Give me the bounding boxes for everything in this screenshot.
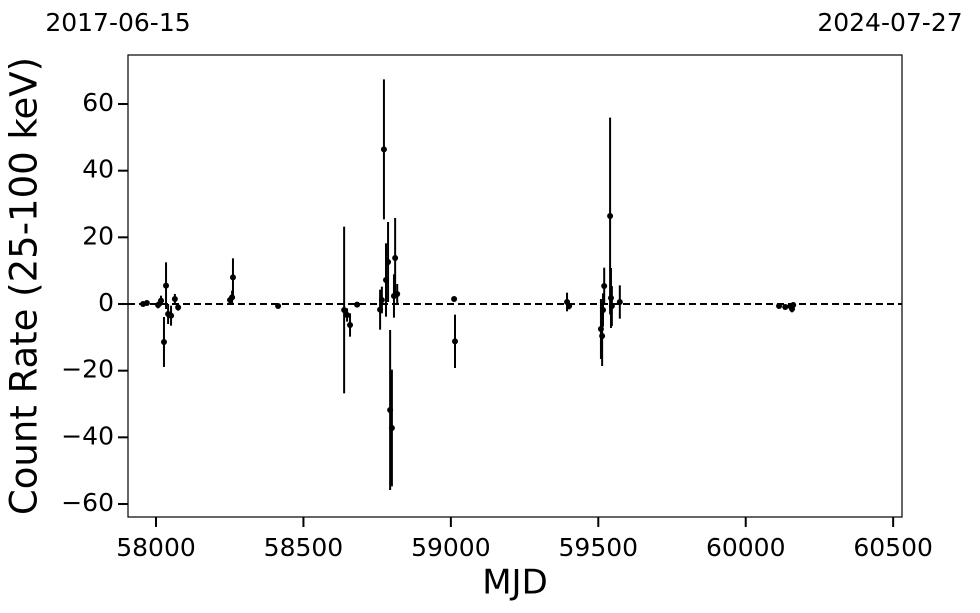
- data-point: [607, 213, 614, 219]
- y-tick-label: −40: [61, 421, 114, 450]
- data-point: [392, 255, 399, 261]
- y-tick-label: −60: [61, 488, 114, 517]
- top-left-label: 2017-06-15: [45, 8, 190, 37]
- data-point: [163, 282, 170, 289]
- y-tick-label: 40: [82, 155, 114, 184]
- data-point: [600, 307, 607, 313]
- data-point: [344, 312, 351, 318]
- data-point: [341, 307, 348, 313]
- data-point: [143, 300, 150, 306]
- data-point: [599, 333, 606, 339]
- x-tick-label: 58000: [116, 533, 196, 562]
- top-right-label: 2024-07-27: [817, 8, 962, 37]
- data-point: [394, 291, 401, 297]
- x-tick-label: 60500: [853, 533, 933, 562]
- data-point: [616, 299, 623, 305]
- data-point: [608, 303, 615, 309]
- data-point: [776, 303, 783, 309]
- data-point: [451, 296, 458, 302]
- data-point: [566, 303, 573, 309]
- data-point: [378, 297, 385, 303]
- data-point: [155, 302, 162, 308]
- data-point: [347, 322, 354, 328]
- data-point: [790, 302, 797, 308]
- data-point: [175, 304, 182, 311]
- x-tick-label: 60000: [706, 533, 786, 562]
- data-point: [601, 283, 608, 289]
- data-point: [388, 425, 395, 431]
- x-tick-label: 59000: [411, 533, 491, 562]
- data-point: [171, 296, 178, 302]
- x-tick-label: 59500: [559, 533, 639, 562]
- data-point: [275, 303, 282, 309]
- data-point: [158, 297, 165, 304]
- y-tick-label: 60: [82, 88, 114, 117]
- x-tick-label: 58500: [264, 533, 344, 562]
- data-point: [229, 274, 236, 281]
- data-point: [168, 312, 175, 319]
- plot-frame: [127, 54, 903, 518]
- data-point: [385, 259, 392, 265]
- y-axis-label: Count Rate (25-100 keV): [3, 57, 46, 515]
- y-tick-label: 0: [98, 288, 114, 317]
- y-tick-label: 20: [82, 221, 114, 250]
- data-point: [451, 338, 458, 345]
- data-point: [782, 304, 789, 310]
- y-tick-label: −20: [61, 355, 114, 384]
- x-axis-label: MJD: [482, 563, 548, 603]
- data-point: [160, 339, 167, 345]
- data-point: [354, 301, 361, 308]
- data-point: [380, 146, 387, 153]
